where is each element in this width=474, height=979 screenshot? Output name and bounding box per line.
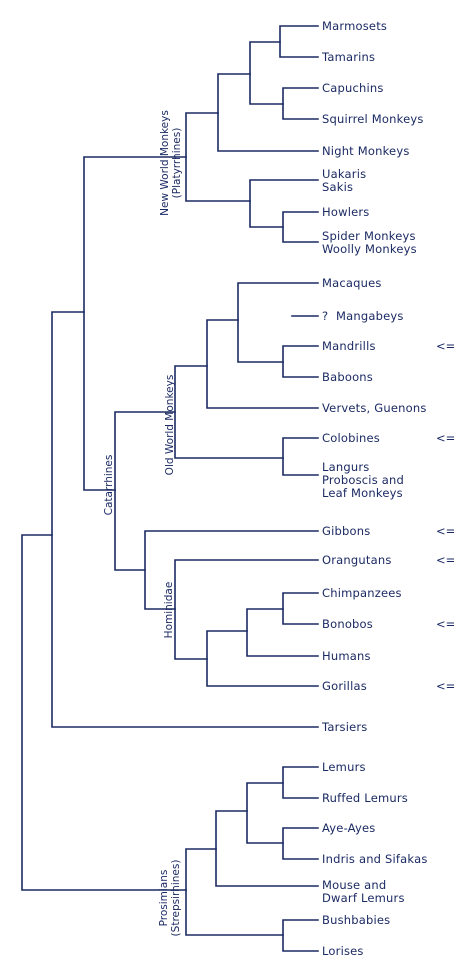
- leaf-lemurs: Lemurs: [322, 760, 366, 774]
- atelid-connector: [249, 179, 319, 228]
- leaf-lorises: Lorises: [322, 944, 364, 958]
- marker-gibbons: <=: [436, 524, 456, 538]
- old-world-connector: [174, 365, 284, 459]
- marker-colobines: <=: [436, 431, 456, 445]
- leaf-howlers: Howlers: [322, 205, 370, 219]
- group-label-prosimians: Prosimians (Strepsirhines): [158, 859, 182, 937]
- leaf-aye-ayes: Aye-Ayes: [322, 821, 376, 835]
- nw-inner-connector: [217, 73, 319, 152]
- leaf-tarsiers: Tarsiers: [322, 720, 368, 734]
- lemuriform-connector: [215, 810, 319, 887]
- leaf-mouse-dwarf-lemurs: Mouse and Dwarf Lemurs: [322, 878, 405, 905]
- marker-orangutans: <=: [436, 553, 456, 567]
- leaf-orangutans: Orangutans: [322, 553, 392, 567]
- leaf-bushbabies: Bushbabies: [322, 913, 391, 927]
- leaf-chimpanzees: Chimpanzees: [322, 586, 402, 600]
- anthropoid-connector: [83, 156, 187, 491]
- lemur-ruffed-connector: [282, 766, 319, 799]
- marker-bonobos: <=: [436, 617, 456, 631]
- group-label-hominidae: Hominidae: [163, 581, 175, 639]
- catarrhine-connector: [114, 411, 176, 571]
- lorisiform-connector: [282, 919, 319, 952]
- leaf-ruffed-lemurs: Ruffed Lemurs: [322, 791, 408, 805]
- leaf-indris-sifakas: Indris and Sifakas: [322, 852, 428, 866]
- marmoset-tamarin-connector: [279, 25, 319, 58]
- leaf-night-monkeys: Night Monkeys: [322, 144, 410, 158]
- leaf-mangabeys: ? Mangabeys: [322, 309, 404, 323]
- mandrill-baboon-connector: [282, 345, 319, 378]
- lemur-indri-connector: [246, 782, 284, 844]
- root-connector: [21, 534, 187, 891]
- group-label-new-world-monkeys: New World Monkeys (Platyrrhines): [159, 110, 183, 216]
- leaf-spider-woolly-monkeys: Spider Monkeys Woolly Monkeys: [322, 229, 417, 256]
- chimp-bonobo-connector: [282, 592, 319, 625]
- leaf-humans: Humans: [322, 649, 371, 663]
- ayeaye-indri-connector: [282, 827, 319, 860]
- haplorhine-connector: [51, 311, 319, 728]
- leaf-capuchins: Capuchins: [322, 81, 384, 95]
- leaf-mandrills: Mandrills: [322, 339, 376, 353]
- prosimian-connector: [185, 848, 284, 936]
- leaf-marmosets: Marmosets: [322, 19, 388, 33]
- human-pan-connector: [246, 608, 319, 657]
- leaf-vervets-guenons: Vervets, Guenons: [322, 401, 427, 415]
- leaf-macaques: Macaques: [322, 276, 382, 290]
- leaf-colobines: Colobines: [322, 431, 380, 445]
- capuchin-squirrel-connector: [282, 87, 319, 120]
- new-world-connector: [185, 112, 251, 202]
- leaf-tamarins: Tamarins: [322, 50, 376, 64]
- howler-spider-connector: [282, 211, 319, 243]
- marker-gorillas: <=: [436, 679, 456, 693]
- ape-connector: [144, 530, 319, 610]
- cercopithecine-connector: [206, 319, 319, 409]
- leaf-baboons: Baboons: [322, 370, 373, 384]
- leaf-uakaris-sakis: Uakaris Sakis: [322, 167, 367, 194]
- group-label-catarrhines: Catarrhines: [103, 454, 115, 516]
- great-ape-connector: [174, 559, 319, 660]
- leaf-langurs: Langurs Proboscis and Leaf Monkeys: [322, 460, 404, 500]
- african-ape-connector: [206, 630, 319, 687]
- papionin-connector: [237, 282, 319, 363]
- group-label-old-world-monkeys: Old World Monkeys: [164, 374, 176, 476]
- marker-mandrills: <=: [436, 339, 456, 353]
- leaf-gibbons: Gibbons: [322, 524, 371, 538]
- nw-callitrichid-connector: [249, 41, 284, 105]
- leaf-bonobos: Bonobos: [322, 617, 373, 631]
- colobine-connector: [282, 437, 319, 476]
- leaf-gorillas: Gorillas: [322, 679, 367, 693]
- leaf-squirrel-monkeys: Squirrel Monkeys: [322, 112, 424, 126]
